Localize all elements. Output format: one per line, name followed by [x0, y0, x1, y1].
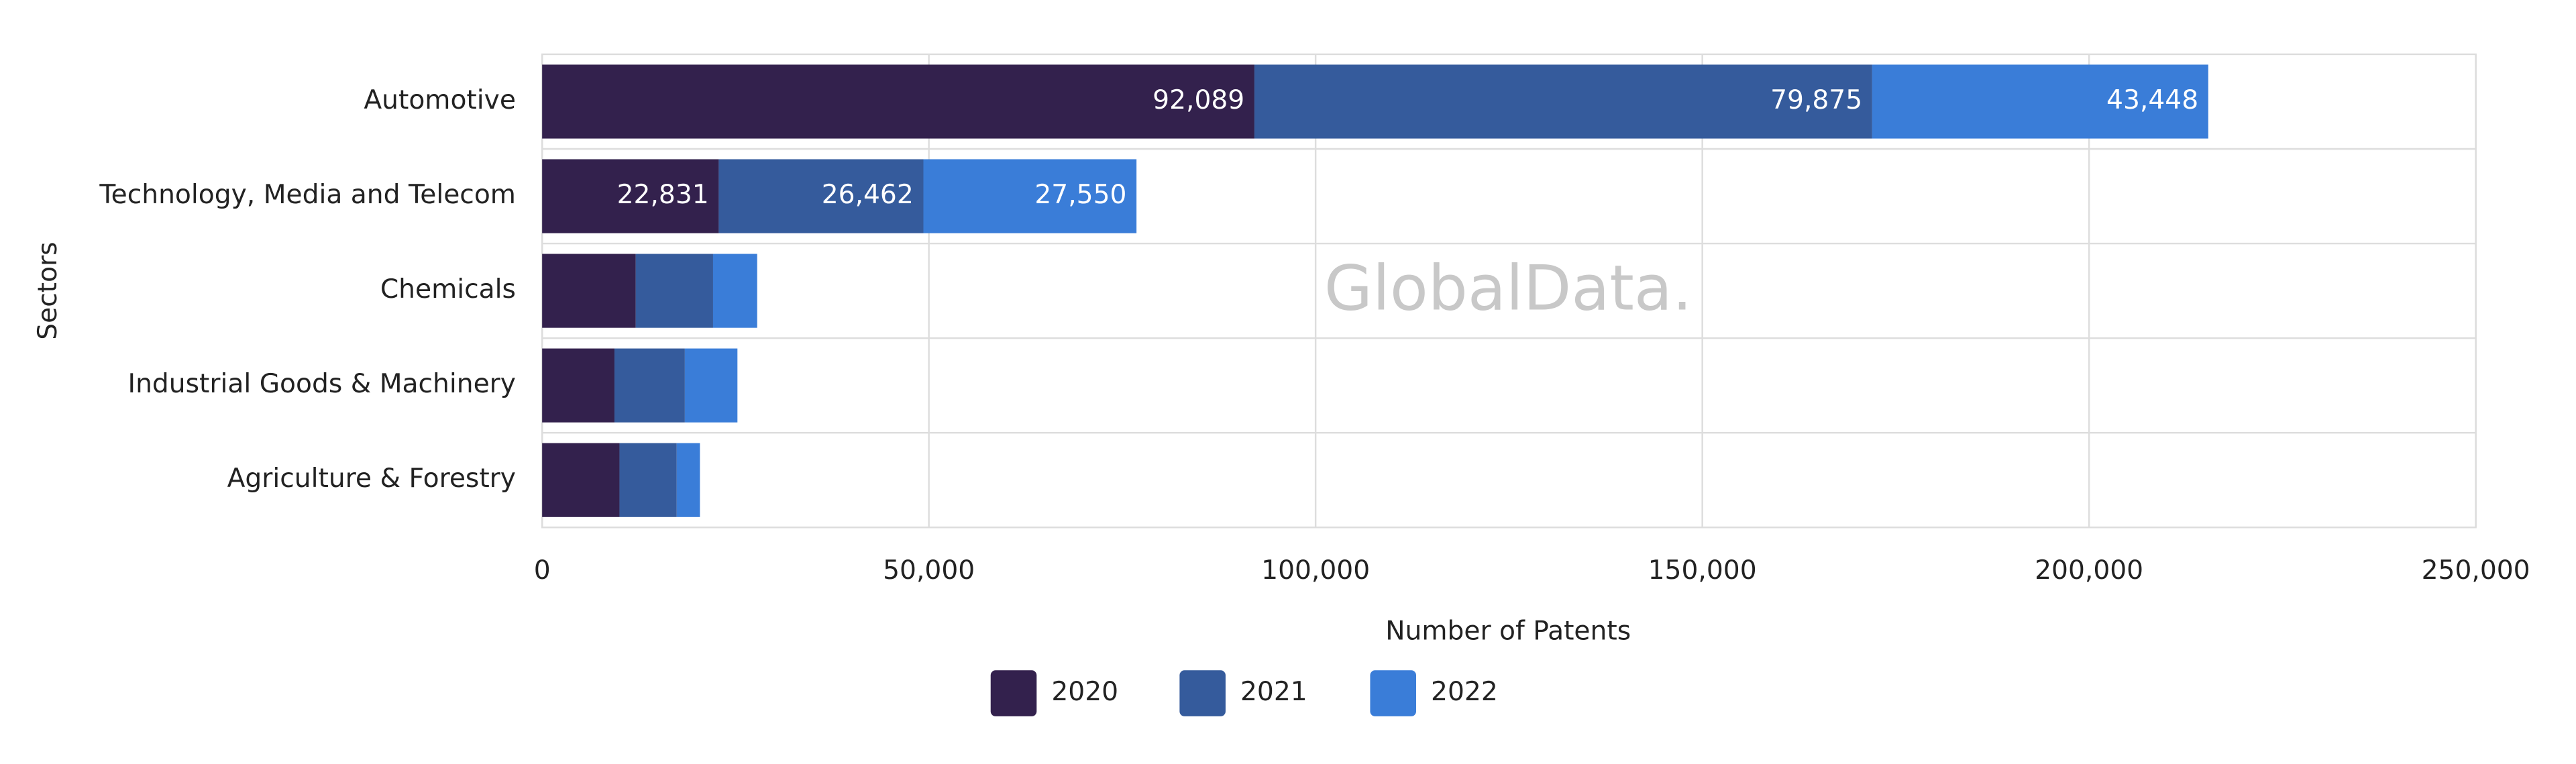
bar-segment — [542, 348, 614, 423]
y-tick-label: Automotive — [364, 85, 516, 115]
x-tick-label: 250,000 — [2422, 555, 2530, 586]
x-tick-label: 0 — [534, 555, 551, 586]
bar-segment — [684, 348, 738, 423]
bar-segment — [676, 443, 700, 517]
bar-segment — [614, 348, 685, 423]
y-tick-label: Chemicals — [380, 274, 516, 305]
value-label: 27,550 — [1034, 180, 1126, 210]
legend-swatch — [1179, 670, 1226, 716]
x-tick-label: 150,000 — [1648, 555, 1757, 586]
x-tick-label: 100,000 — [1261, 555, 1370, 586]
bar-segment — [1872, 64, 2208, 139]
x-tick-label: 200,000 — [2035, 555, 2143, 586]
bar-segment — [542, 64, 1254, 139]
bar-segment — [923, 159, 1137, 233]
value-label: 92,089 — [1152, 85, 1244, 115]
x-tick-label: 50,000 — [883, 555, 975, 586]
bar-segment — [542, 443, 620, 517]
y-axis-title: Sectors — [33, 241, 63, 339]
legend-swatch — [1370, 670, 1417, 716]
legend-swatch — [990, 670, 1037, 716]
value-label: 79,875 — [1770, 85, 1862, 115]
bar-segment — [712, 254, 757, 328]
bar-segment — [619, 443, 677, 517]
x-axis-title: Number of Patents — [1385, 616, 1631, 646]
legend-label: 2022 — [1431, 677, 1498, 707]
bar-segment — [542, 254, 636, 328]
watermark: GlobalData. — [1324, 252, 1693, 324]
y-tick-label: Industrial Goods & Machinery — [128, 369, 516, 399]
value-label: 22,831 — [617, 180, 709, 210]
bar-segment — [1254, 64, 1872, 139]
legend-label: 2020 — [1051, 677, 1118, 707]
bar-segment — [718, 159, 924, 233]
y-tick-label: Technology, Media and Telecom — [99, 180, 516, 210]
bar-segment — [542, 159, 719, 233]
legend-label: 2021 — [1240, 677, 1307, 707]
value-label: 43,448 — [2106, 85, 2198, 115]
value-label: 26,462 — [822, 180, 914, 210]
y-tick-label: Agriculture & Forestry — [227, 463, 516, 494]
bar-segment — [635, 254, 713, 328]
